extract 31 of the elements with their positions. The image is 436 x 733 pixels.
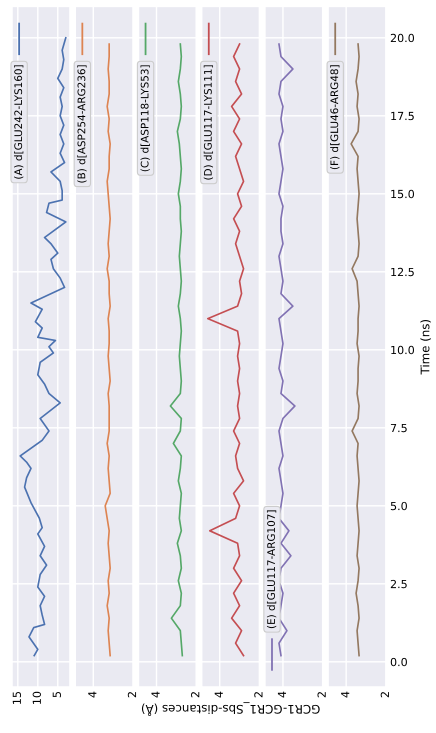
x-axis-title: GCR1-GCR1_Sbs-distances (Å) <box>142 702 320 716</box>
text: (F) d[GLU46-ARG48] <box>330 65 340 170</box>
y-tick-label: 10.0 <box>391 346 414 354</box>
text: (D) d[GLU117-LYS111] <box>204 65 214 180</box>
x-tick-label: 4 <box>214 692 223 698</box>
y-axis-title: Time (ns) <box>420 320 431 374</box>
x-tick-label: 5 <box>52 692 61 698</box>
x-tick-label: 2 <box>317 692 326 698</box>
x-tick-label: 4 <box>278 692 286 698</box>
y-tick-label: 12.5 <box>391 268 414 276</box>
x-tick-label: 4 <box>151 692 160 698</box>
y-tick-label: 7.5 <box>390 424 407 432</box>
text: (C) d[ASP118-LYS53] <box>140 65 150 172</box>
x-tick-label: 2 <box>380 692 389 698</box>
x-tick-label: 10 <box>32 692 42 704</box>
y-tick-label: 5.0 <box>390 502 407 510</box>
y-tick-label: 17.5 <box>391 112 414 120</box>
y-tick-label: 0.0 <box>390 658 407 666</box>
x-tick-label: 2 <box>254 692 262 698</box>
y-tick-label: 2.5 <box>390 580 407 588</box>
x-tick-label: 15 <box>12 692 22 704</box>
x-tick-label: 4 <box>341 692 350 698</box>
x-tick-label: 2 <box>191 692 200 698</box>
text: (B) d[ASP254-ARG236] <box>77 65 87 183</box>
y-tick-label: 20.0 <box>390 34 414 42</box>
text: (A) d[GLU242-LYS160] <box>14 65 24 179</box>
text: (E) d[GLU117-ARG107] <box>266 510 276 628</box>
x-tick-label: 4 <box>88 692 96 698</box>
line-series <box>350 43 360 656</box>
y-tick-label: 15.0 <box>391 190 414 198</box>
x-tick-label: 2 <box>128 692 136 698</box>
